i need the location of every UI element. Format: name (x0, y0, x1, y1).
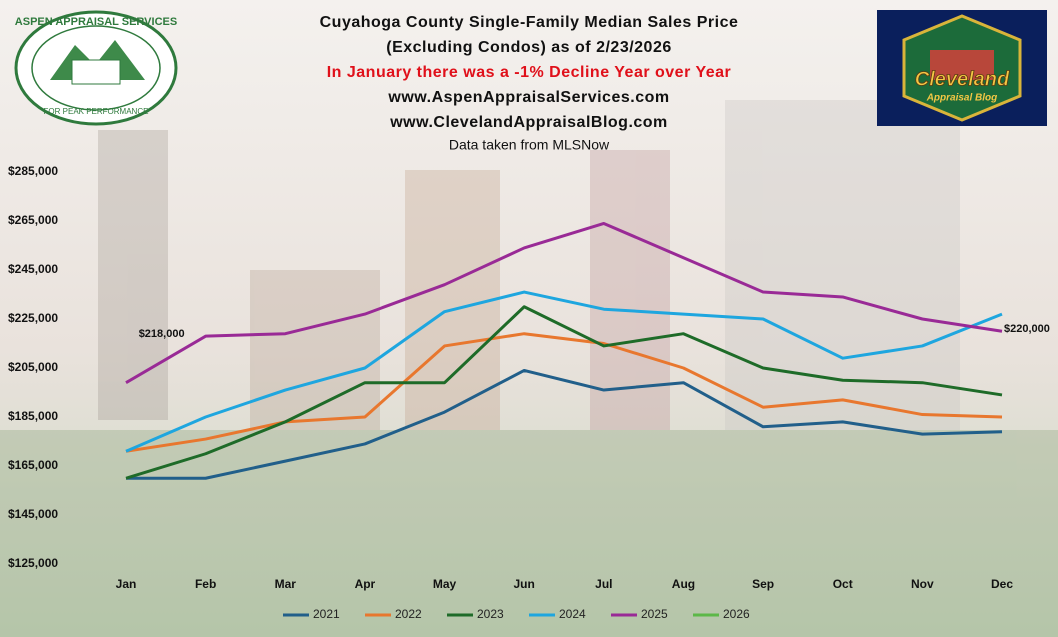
x-tick-label: Feb (195, 577, 216, 591)
y-tick-label: $125,000 (8, 556, 58, 570)
data-label: $218,000 (139, 328, 185, 340)
x-tick-label: Jan (116, 577, 137, 591)
x-tick-label: Jun (514, 577, 535, 591)
annotation: In January there was a -1% Decline Year … (327, 64, 732, 81)
series-line (125, 332, 1003, 453)
chart-subtitle: (Excluding Condos) as of 2/23/2026 (386, 39, 672, 56)
x-tick-label: May (433, 577, 457, 591)
legend-label: 2023 (477, 607, 504, 621)
logo-text: ASPEN APPRAISAL SERVICES (15, 16, 177, 28)
legend-label: 2025 (641, 607, 668, 621)
series-line (125, 305, 1003, 480)
x-tick-label: Sep (752, 577, 774, 591)
x-tick-label: Mar (275, 577, 297, 591)
legend-label: 2024 (559, 607, 586, 621)
x-tick-label: Dec (991, 577, 1013, 591)
legend-label: 2021 (313, 607, 340, 621)
logo-text: Appraisal Blog (926, 93, 998, 104)
x-tick-label: Jul (595, 577, 612, 591)
logo-left: ASPEN APPRAISAL SERVICES FOR PEAK PERFOR… (14, 10, 178, 126)
data-label: $220,000 (1004, 323, 1050, 335)
x-tick-label: Apr (355, 577, 376, 591)
legend-label: 2026 (723, 607, 750, 621)
chart-title: Cuyahoga County Single-Family Median Sal… (320, 14, 739, 31)
series-line (125, 221, 1003, 384)
skyline (0, 100, 1058, 637)
series-line (126, 368, 1003, 480)
y-tick-label: $145,000 (8, 507, 58, 521)
y-tick-label: $165,000 (8, 458, 58, 472)
legend-label: 2022 (395, 607, 422, 621)
y-tick-label: $185,000 (8, 409, 58, 423)
x-tick-label: Nov (911, 577, 934, 591)
x-tick-label: Oct (833, 577, 853, 591)
logo-right: Cleveland Appraisal Blog (877, 10, 1047, 126)
y-tick-label: $225,000 (8, 311, 58, 325)
x-tick-label: Aug (672, 577, 695, 591)
series-line (125, 290, 1003, 453)
y-tick-label: $205,000 (8, 360, 58, 374)
y-tick-label: $285,000 (8, 164, 58, 178)
annotation: Data taken from MLSNow (449, 137, 610, 153)
annotation: www.AspenAppraisalServices.com (387, 89, 669, 106)
logo-text: FOR PEAK PERFORMANCE (44, 107, 149, 116)
annotation: www.ClevelandAppraisalBlog.com (389, 114, 668, 131)
y-tick-label: $245,000 (8, 262, 58, 276)
logo-text: Cleveland (915, 68, 1010, 90)
y-tick-label: $265,000 (8, 213, 58, 227)
